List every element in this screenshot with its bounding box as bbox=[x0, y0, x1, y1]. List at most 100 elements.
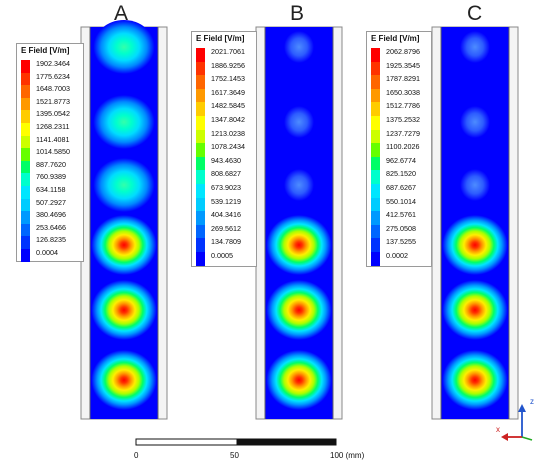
legend-swatch-a-13 bbox=[21, 223, 30, 237]
field-hotspot-b-4 bbox=[266, 215, 332, 275]
legend-value-c-11: 550.1014 bbox=[386, 196, 416, 206]
legend-value-c-6: 1237.7279 bbox=[386, 128, 420, 138]
field-hotspot-c-5 bbox=[442, 280, 508, 340]
z-axis-arrowhead bbox=[518, 404, 526, 412]
legend-swatch-a-15 bbox=[21, 249, 30, 263]
legend-value-c-8: 962.6774 bbox=[386, 155, 416, 165]
legend-swatch-b-4 bbox=[196, 102, 205, 117]
scale-bar-black-segment bbox=[236, 438, 337, 446]
legend-value-b-3: 1617.3649 bbox=[211, 87, 245, 97]
legend-value-c-0: 2062.8796 bbox=[386, 47, 420, 56]
legend-value-b-13: 269.5612 bbox=[211, 223, 241, 233]
legend-value-a-5: 1268.2311 bbox=[36, 122, 70, 131]
legend-swatch-c-2 bbox=[371, 75, 380, 90]
legend-value-c-12: 412.5761 bbox=[386, 210, 416, 220]
legend-swatch-c-12 bbox=[371, 211, 380, 226]
legend-swatch-b-11 bbox=[196, 197, 205, 212]
legend-value-b-1: 1886.9256 bbox=[211, 60, 245, 70]
panel-label-b: B bbox=[290, 2, 305, 25]
field-hotspot-c-1 bbox=[460, 31, 490, 63]
legend-value-c-10: 687.6267 bbox=[386, 183, 416, 192]
legend-swatch-c-0 bbox=[371, 48, 380, 63]
legend-swatch-a-0 bbox=[21, 60, 30, 74]
legend-swatch-c-13 bbox=[371, 224, 380, 239]
legend-value-a-4: 1395.0542 bbox=[36, 109, 70, 119]
field-hotspot-b-1 bbox=[284, 31, 314, 63]
panel-label-a: A bbox=[114, 2, 129, 25]
legend-value-a-0: 1902.3464 bbox=[36, 59, 70, 68]
legend-value-b-12: 404.3416 bbox=[211, 210, 241, 220]
legend-swatch-b-6 bbox=[196, 129, 205, 144]
legend-swatch-c-15 bbox=[371, 252, 380, 267]
scale-bar-label-50: 50 bbox=[230, 451, 239, 460]
legend-value-a-6: 1141.4081 bbox=[36, 134, 70, 144]
legend-value-b-15: 0.0005 bbox=[211, 251, 233, 260]
legend-value-c-4: 1512.7786 bbox=[386, 101, 420, 111]
channel-b bbox=[255, 26, 343, 420]
legend-value-c-7: 1100.2026 bbox=[386, 142, 420, 152]
channel-c bbox=[431, 26, 519, 420]
legend-title-a: E Field [V/m] bbox=[21, 46, 70, 55]
legend-swatch-a-2 bbox=[21, 85, 30, 99]
scale-bar-white-segment bbox=[135, 438, 238, 446]
legend-swatch-c-3 bbox=[371, 88, 380, 103]
legend-value-b-9: 808.6827 bbox=[211, 169, 241, 179]
legend-swatch-b-5 bbox=[196, 116, 205, 131]
legend-value-a-3: 1521.8773 bbox=[36, 96, 70, 106]
legend-c: E Field [V/m] 2062.8796 1925.3545 1787.8291… bbox=[366, 31, 432, 267]
legend-value-a-15: 0.0004 bbox=[36, 248, 58, 257]
legend-swatch-b-8 bbox=[196, 156, 205, 171]
legend-value-a-1: 1775.6234 bbox=[36, 71, 70, 81]
legend-swatch-a-4 bbox=[21, 110, 30, 124]
legend-value-c-1: 1925.3545 bbox=[386, 60, 420, 70]
legend-value-a-9: 760.9389 bbox=[36, 172, 66, 182]
legend-value-a-2: 1648.7003 bbox=[36, 84, 70, 94]
legend-value-b-10: 673.9023 bbox=[211, 183, 241, 192]
panel-label-c: C bbox=[467, 2, 483, 25]
legend-swatch-c-10 bbox=[371, 184, 380, 199]
legend-swatch-c-11 bbox=[371, 197, 380, 212]
legend-swatch-a-12 bbox=[21, 211, 30, 225]
legend-swatch-b-1 bbox=[196, 61, 205, 76]
legend-value-c-13: 275.0508 bbox=[386, 223, 416, 233]
scale-bar-label-0: 0 bbox=[134, 451, 139, 460]
legend-swatch-c-6 bbox=[371, 129, 380, 144]
field-hotspot-b-5 bbox=[266, 280, 332, 340]
legend-value-b-6: 1213.0238 bbox=[211, 128, 245, 138]
field-hotspot-c-3 bbox=[460, 169, 490, 201]
legend-swatch-a-14 bbox=[21, 236, 30, 250]
legend-swatch-a-11 bbox=[21, 198, 30, 212]
legend-value-b-0: 2021.7061 bbox=[211, 47, 245, 56]
x-axis-label: x bbox=[496, 425, 500, 434]
legend-swatch-b-0 bbox=[196, 48, 205, 63]
legend-swatch-a-5 bbox=[21, 123, 30, 137]
legend-b: E Field [V/m] 2021.7061 1886.9256 1752.1453… bbox=[191, 31, 257, 267]
legend-value-a-11: 507.2927 bbox=[36, 197, 66, 207]
legend-swatch-a-6 bbox=[21, 135, 30, 149]
legend-swatch-a-3 bbox=[21, 97, 30, 111]
legend-swatch-a-10 bbox=[21, 186, 30, 200]
field-hotspot-b-2 bbox=[284, 106, 314, 138]
legend-swatch-b-10 bbox=[196, 184, 205, 199]
legend-swatch-b-3 bbox=[196, 88, 205, 103]
legend-a: E Field [V/m] 1902.3464 1775.6234 1648.7003… bbox=[16, 43, 84, 263]
legend-value-b-2: 1752.1453 bbox=[211, 74, 245, 84]
legend-value-a-13: 253.6466 bbox=[36, 222, 66, 232]
legend-value-b-14: 134.7809 bbox=[211, 237, 241, 247]
legend-value-b-11: 539.1219 bbox=[211, 196, 241, 206]
field-hotspot-c-2 bbox=[460, 106, 490, 138]
field-hotspot-a-5 bbox=[91, 280, 157, 340]
legend-swatch-b-7 bbox=[196, 143, 205, 158]
field-hotspot-a-4 bbox=[91, 215, 157, 275]
legend-swatch-c-7 bbox=[371, 143, 380, 158]
legend-value-a-12: 380.4696 bbox=[36, 210, 66, 220]
legend-value-a-14: 126.8235 bbox=[36, 235, 66, 245]
legend-title-b: E Field [V/m] bbox=[196, 34, 245, 43]
legend-value-b-4: 1482.5845 bbox=[211, 101, 245, 111]
legend-swatch-c-1 bbox=[371, 61, 380, 76]
legend-value-c-5: 1375.2532 bbox=[386, 115, 420, 124]
legend-swatch-b-9 bbox=[196, 170, 205, 185]
legend-value-a-7: 1014.5850 bbox=[36, 147, 70, 157]
legend-value-c-9: 825.1520 bbox=[386, 169, 416, 179]
